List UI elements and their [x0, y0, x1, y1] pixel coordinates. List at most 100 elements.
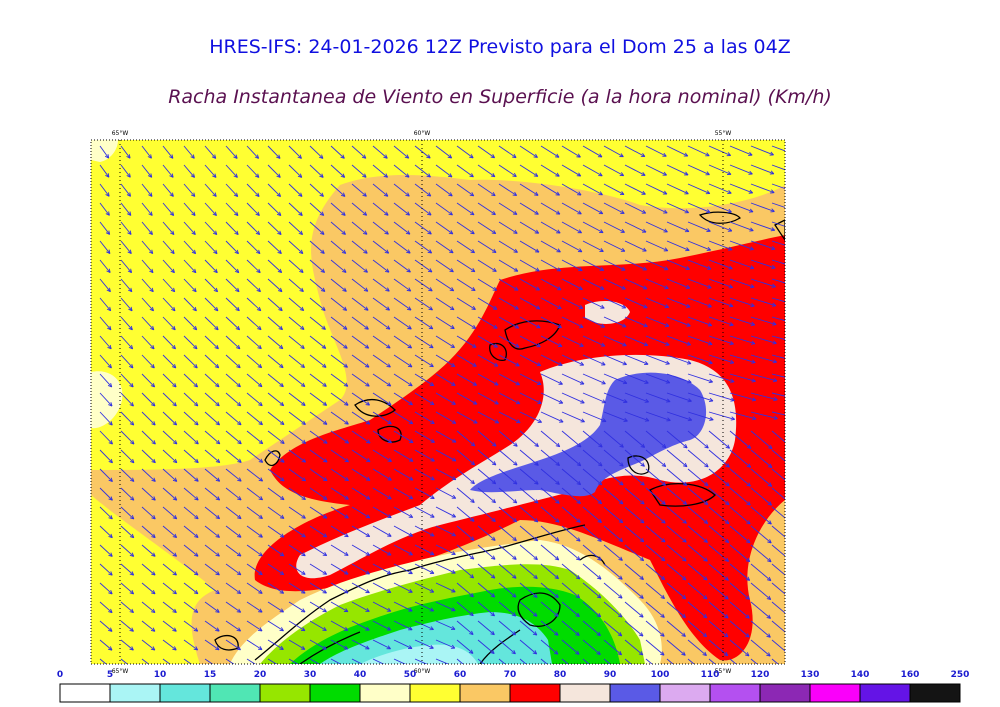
- legend-color-box: [709, 683, 761, 703]
- wind-arrow: [288, 335, 305, 349]
- legend-color-box: [459, 683, 511, 703]
- wind-arrow-head: [234, 211, 239, 216]
- wind-arrow: [141, 221, 153, 235]
- wind-arrow-head: [577, 210, 582, 215]
- wind-arrow: [666, 411, 692, 421]
- wind-arrow: [351, 202, 367, 216]
- wind-arrow: [519, 639, 537, 655]
- wind-arrow: [435, 259, 454, 273]
- wind-arrow: [288, 468, 306, 482]
- wind-arrow-head: [342, 325, 348, 330]
- wind-arrow-head: [556, 229, 561, 234]
- wind-arrow: [498, 278, 519, 291]
- wind-arrow-head: [575, 593, 581, 599]
- wind-arrow: [645, 164, 667, 176]
- wind-arrow: [309, 487, 328, 500]
- wind-arrow: [582, 164, 603, 177]
- wind-arrow-head: [236, 533, 242, 538]
- wind-arrow-head: [512, 517, 518, 523]
- wind-arrow-head: [344, 551, 349, 556]
- wind-arrow-head: [319, 211, 325, 216]
- wind-arrow: [603, 620, 623, 637]
- wind-arrow: [771, 430, 785, 443]
- wind-arrow-head: [576, 499, 581, 504]
- wind-arrow-head: [491, 461, 497, 466]
- wind-arrow: [666, 354, 692, 365]
- wind-arrow: [750, 411, 778, 420]
- wind-arrow-head: [408, 513, 414, 518]
- wind-arrow: [624, 335, 648, 346]
- wind-arrow-head: [729, 340, 734, 346]
- wind-arrow-head: [301, 439, 307, 444]
- wind-arrow: [330, 525, 349, 538]
- wind-arrow: [519, 601, 538, 617]
- wind-arrow-head: [258, 552, 263, 557]
- legend-tick-label: 120: [751, 670, 770, 680]
- wind-arrow: [141, 620, 156, 632]
- wind-arrow-head: [554, 556, 560, 561]
- wind-arrow-head: [554, 537, 560, 542]
- wind-arrow: [372, 658, 385, 664]
- coastlines: [214, 211, 785, 664]
- wind-arrow-head: [151, 590, 156, 595]
- wind-arrow: [435, 658, 450, 664]
- wind-arrow: [624, 202, 646, 214]
- wind-arrow: [225, 449, 242, 463]
- wind-arrow-head: [537, 381, 542, 386]
- wind-arrow-head: [770, 208, 775, 213]
- wind-arrow: [414, 392, 435, 405]
- wind-arrow: [645, 278, 669, 289]
- wind-arrow-head: [767, 501, 772, 506]
- wind-arrow-head: [705, 190, 711, 195]
- wind-arrow-head: [169, 154, 174, 159]
- wind-arrow: [351, 316, 369, 330]
- wind-arrow-head: [451, 476, 457, 481]
- wind-arrow: [372, 582, 392, 593]
- wind-arrow: [246, 278, 261, 293]
- wind-arrow: [393, 259, 411, 273]
- wind-arrow-head: [536, 362, 542, 367]
- wind-arrow: [687, 354, 713, 364]
- wind-arrow: [435, 544, 456, 555]
- wind-arrow-head: [642, 266, 647, 271]
- wind-arrow-head: [660, 557, 666, 562]
- wind-arrow: [225, 240, 239, 254]
- wind-arrow-head: [490, 173, 496, 178]
- wind-arrow: [582, 354, 606, 366]
- wind-arrow: [330, 145, 345, 159]
- wind-arrow: [309, 392, 327, 406]
- wind-arrow: [246, 601, 263, 613]
- wind-arrow-head: [644, 417, 650, 422]
- wind-arrow: [351, 259, 368, 273]
- wind-arrow: [624, 658, 632, 664]
- wind-arrow: [351, 373, 370, 387]
- wind-arrow: [582, 506, 602, 523]
- wind-arrow: [645, 601, 665, 618]
- wind-arrow-head: [767, 482, 773, 487]
- wind-arrow: [750, 620, 771, 638]
- wind-arrow-head: [215, 477, 221, 482]
- wind-arrow: [351, 525, 370, 537]
- wind-arrow-head: [258, 608, 263, 613]
- wind-arrow-head: [427, 268, 433, 273]
- wind-arrow: [708, 639, 729, 657]
- wind-arrow-head: [534, 442, 539, 447]
- wind-arrow-head: [277, 230, 282, 236]
- wind-arrow: [687, 411, 714, 421]
- wind-arrow-head: [451, 457, 457, 462]
- wind-arrow-head: [537, 418, 542, 423]
- wind-arrow: [309, 506, 328, 519]
- wind-arrow-head: [106, 249, 111, 254]
- wind-arrow: [582, 221, 604, 234]
- wind-arrow: [99, 411, 113, 426]
- wind-arrow-head: [236, 401, 242, 407]
- wind-arrow-head: [660, 575, 666, 581]
- wind-arrow-head: [512, 153, 517, 159]
- wind-arrow-head: [172, 589, 177, 595]
- legend-color-box: [159, 683, 211, 703]
- wind-arrow: [393, 658, 406, 664]
- wind-arrow-head: [597, 499, 603, 505]
- wind-arrow: [183, 335, 198, 350]
- wind-arrow: [603, 392, 628, 403]
- wind-arrow-head: [190, 154, 195, 159]
